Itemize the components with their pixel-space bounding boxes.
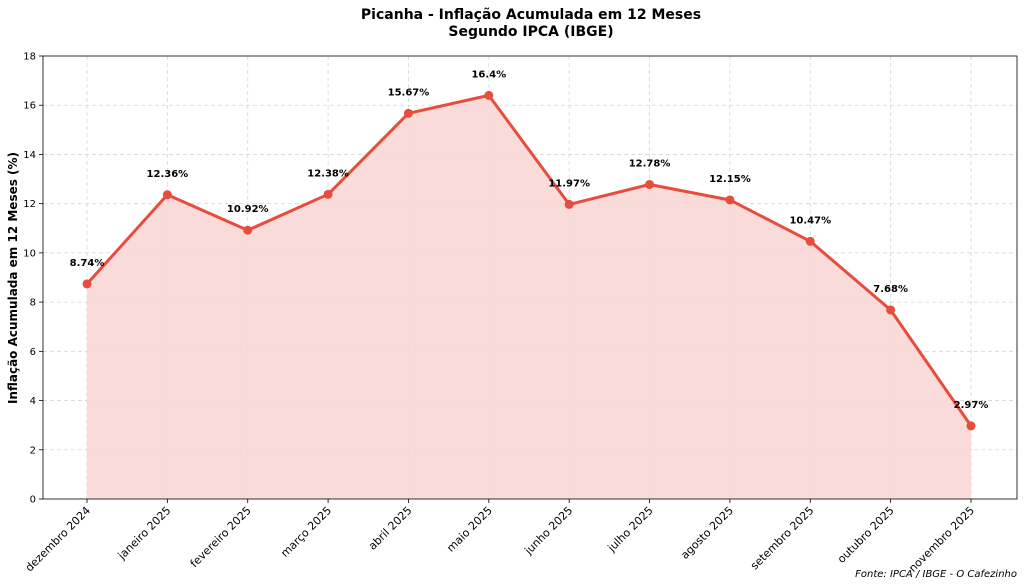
x-tick-label: junho 2025 xyxy=(521,504,575,558)
data-label: 15.67% xyxy=(388,87,430,98)
data-label: 12.78% xyxy=(629,158,671,169)
data-label: 10.92% xyxy=(227,204,269,215)
data-label: 12.36% xyxy=(147,169,189,180)
data-point xyxy=(484,90,494,100)
source-note: Fonte: IPCA / IBGE - O Cafezinho xyxy=(855,569,1017,580)
marks-layer: 8.74% 12.36% 10.92% 12.38% 15.67% 16.4% 11.97%… xyxy=(70,69,989,431)
y-tick-label: 8 xyxy=(30,298,36,309)
y-tick-label: 0 xyxy=(30,495,36,506)
series-line xyxy=(85,93,973,427)
x-tick-label: janeiro 2025 xyxy=(115,504,174,563)
y-axis-label: Inflação Acumulada em 12 Meses (%) xyxy=(6,152,20,404)
data-label: 2.97% xyxy=(954,400,989,411)
data-point xyxy=(243,225,253,235)
chart-subtitle: Segundo IPCA (IBGE) xyxy=(448,24,613,40)
data-point xyxy=(645,179,655,189)
area-layer xyxy=(87,95,971,499)
y-tick-label: 16 xyxy=(23,101,36,112)
y-tick-label: 4 xyxy=(30,396,36,407)
y-tick-label: 18 xyxy=(23,52,36,63)
data-point xyxy=(323,189,333,199)
x-tick-label: agosto 2025 xyxy=(678,504,736,562)
x-tick-label: março 2025 xyxy=(278,504,334,560)
data-label: 10.47% xyxy=(789,215,831,226)
data-label: 12.38% xyxy=(307,168,349,179)
data-point xyxy=(564,199,574,209)
area-fill xyxy=(87,95,971,499)
x-tick-label: maio 2025 xyxy=(444,504,495,555)
y-tick-label: 12 xyxy=(23,199,36,210)
y-tick-label: 6 xyxy=(30,347,36,358)
data-point xyxy=(805,236,815,246)
x-tick-label: fevereiro 2025 xyxy=(188,504,254,570)
data-label: 11.97% xyxy=(548,178,590,189)
x-tick-label: setembro 2025 xyxy=(748,504,816,572)
data-point xyxy=(82,279,92,289)
data-label: 12.15% xyxy=(709,174,751,185)
y-tick-label: 14 xyxy=(23,150,36,161)
y-tick-label: 10 xyxy=(23,248,36,259)
x-tick-label: julho 2025 xyxy=(605,504,656,555)
chart-title: Picanha - Inflação Acumulada em 12 Meses xyxy=(361,7,701,23)
data-point xyxy=(403,108,413,118)
data-label: 16.4% xyxy=(471,69,506,80)
data-label: 8.74% xyxy=(70,258,105,269)
x-tick-label: abril 2025 xyxy=(366,504,415,553)
data-point xyxy=(162,190,172,200)
x-tick-label: novembro 2025 xyxy=(906,504,977,575)
x-tick-label: outubro 2025 xyxy=(835,504,897,566)
y-tick-label: 2 xyxy=(30,445,36,456)
data-label: 7.68% xyxy=(873,284,908,295)
data-point xyxy=(966,421,976,431)
data-point xyxy=(886,305,896,315)
x-tick-label: dezembro 2024 xyxy=(23,504,93,574)
data-point xyxy=(725,195,735,205)
plot-frame xyxy=(42,55,1018,500)
